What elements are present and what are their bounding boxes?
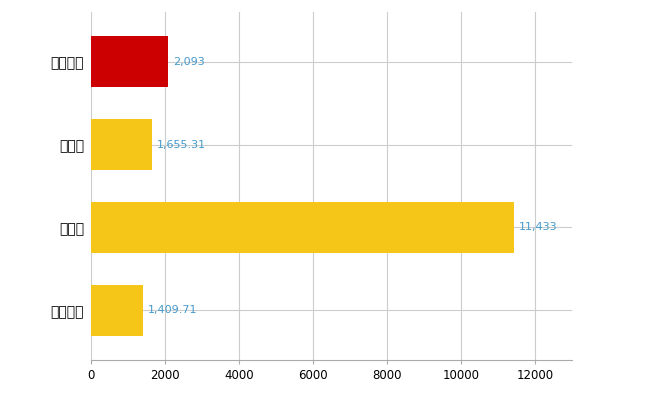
Text: 1,655.31: 1,655.31: [157, 140, 206, 150]
Text: 1,409.71: 1,409.71: [148, 305, 197, 315]
Bar: [91, 285, 143, 336]
Bar: [91, 36, 168, 88]
Bar: [91, 202, 514, 253]
Text: 11,433: 11,433: [519, 222, 557, 232]
Bar: [91, 119, 152, 170]
Text: 2,093: 2,093: [173, 57, 205, 67]
